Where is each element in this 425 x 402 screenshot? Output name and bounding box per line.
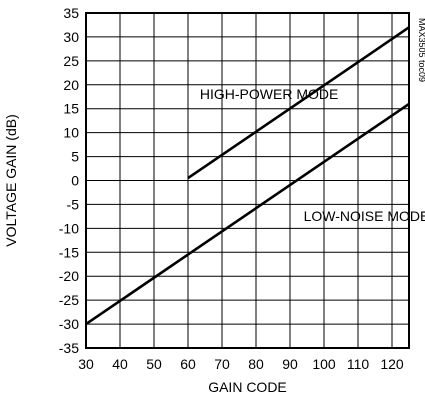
series-annotation-1: LOW-NOISE MODE: [304, 208, 425, 224]
y-tick-label-7: 0: [71, 173, 79, 189]
y-axis-label: VOLTAGE GAIN (dB): [3, 114, 19, 247]
x-tick-label-2: 50: [146, 356, 162, 372]
x-tick-label-4: 70: [214, 356, 230, 372]
y-tick-label-6: 5: [71, 149, 79, 165]
series-annotation-0: HIGH-POWER MODE: [200, 86, 338, 102]
y-tick-label-8: -5: [67, 196, 80, 212]
y-tick-labels: 35 30 25 20 15 10 5 0 -5 -10 -15 -20 -25 -30 -35: [59, 5, 79, 356]
x-tick-label-7: 100: [312, 356, 336, 372]
y-tick-label-0: 35: [63, 5, 79, 21]
series-annotations: HIGH-POWER MODE LOW-NOISE MODE: [200, 86, 425, 224]
x-tick-label-8: 110: [347, 356, 370, 372]
x-tick-label-9: 120: [380, 356, 404, 372]
y-tick-label-2: 25: [63, 53, 79, 69]
x-tick-label-6: 90: [282, 356, 298, 372]
series-line-0: [188, 27, 409, 178]
y-tick-label-10: -15: [59, 244, 79, 260]
y-tick-label-13: -30: [59, 316, 79, 332]
x-tick-labels: 30 40 50 60 70 80 90 100 110 120: [78, 356, 404, 372]
y-tick-label-12: -25: [59, 292, 79, 308]
x-tick-label-0: 30: [78, 356, 94, 372]
figure-id-label: MAX3505 toc09: [417, 18, 425, 82]
x-tick-label-5: 80: [248, 356, 264, 372]
y-tick-label-4: 15: [63, 101, 79, 117]
x-axis-label: GAIN CODE: [208, 379, 287, 395]
y-tick-label-3: 20: [63, 77, 79, 93]
y-tick-label-14: -35: [59, 340, 79, 356]
series-lines: [86, 27, 409, 324]
grid-lines: [86, 13, 409, 348]
y-tick-label-5: 10: [63, 125, 79, 141]
y-tick-label-1: 30: [63, 29, 79, 45]
y-tick-label-9: -10: [59, 220, 79, 236]
x-tick-label-1: 40: [112, 356, 128, 372]
y-tick-label-11: -20: [59, 268, 79, 284]
x-tick-label-3: 60: [180, 356, 196, 372]
